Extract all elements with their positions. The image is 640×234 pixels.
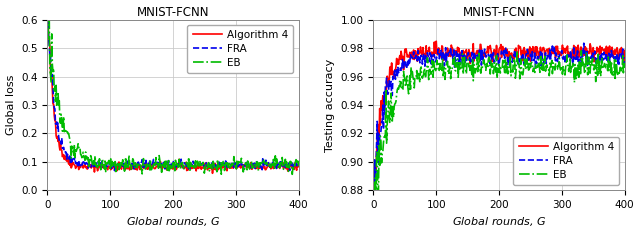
Y-axis label: Testing accuracy: Testing accuracy — [325, 58, 335, 152]
Title: MNIST-FCNN: MNIST-FCNN — [137, 6, 209, 18]
Legend: Algorithm 4, FRA, EB: Algorithm 4, FRA, EB — [513, 137, 620, 185]
X-axis label: Global rounds, $G$: Global rounds, $G$ — [125, 216, 220, 228]
X-axis label: Global rounds, $G$: Global rounds, $G$ — [452, 216, 547, 228]
Legend: Algorithm 4, FRA, EB: Algorithm 4, FRA, EB — [188, 25, 293, 73]
Y-axis label: Global loss: Global loss — [6, 75, 15, 135]
Title: MNIST-FCNN: MNIST-FCNN — [463, 6, 535, 18]
